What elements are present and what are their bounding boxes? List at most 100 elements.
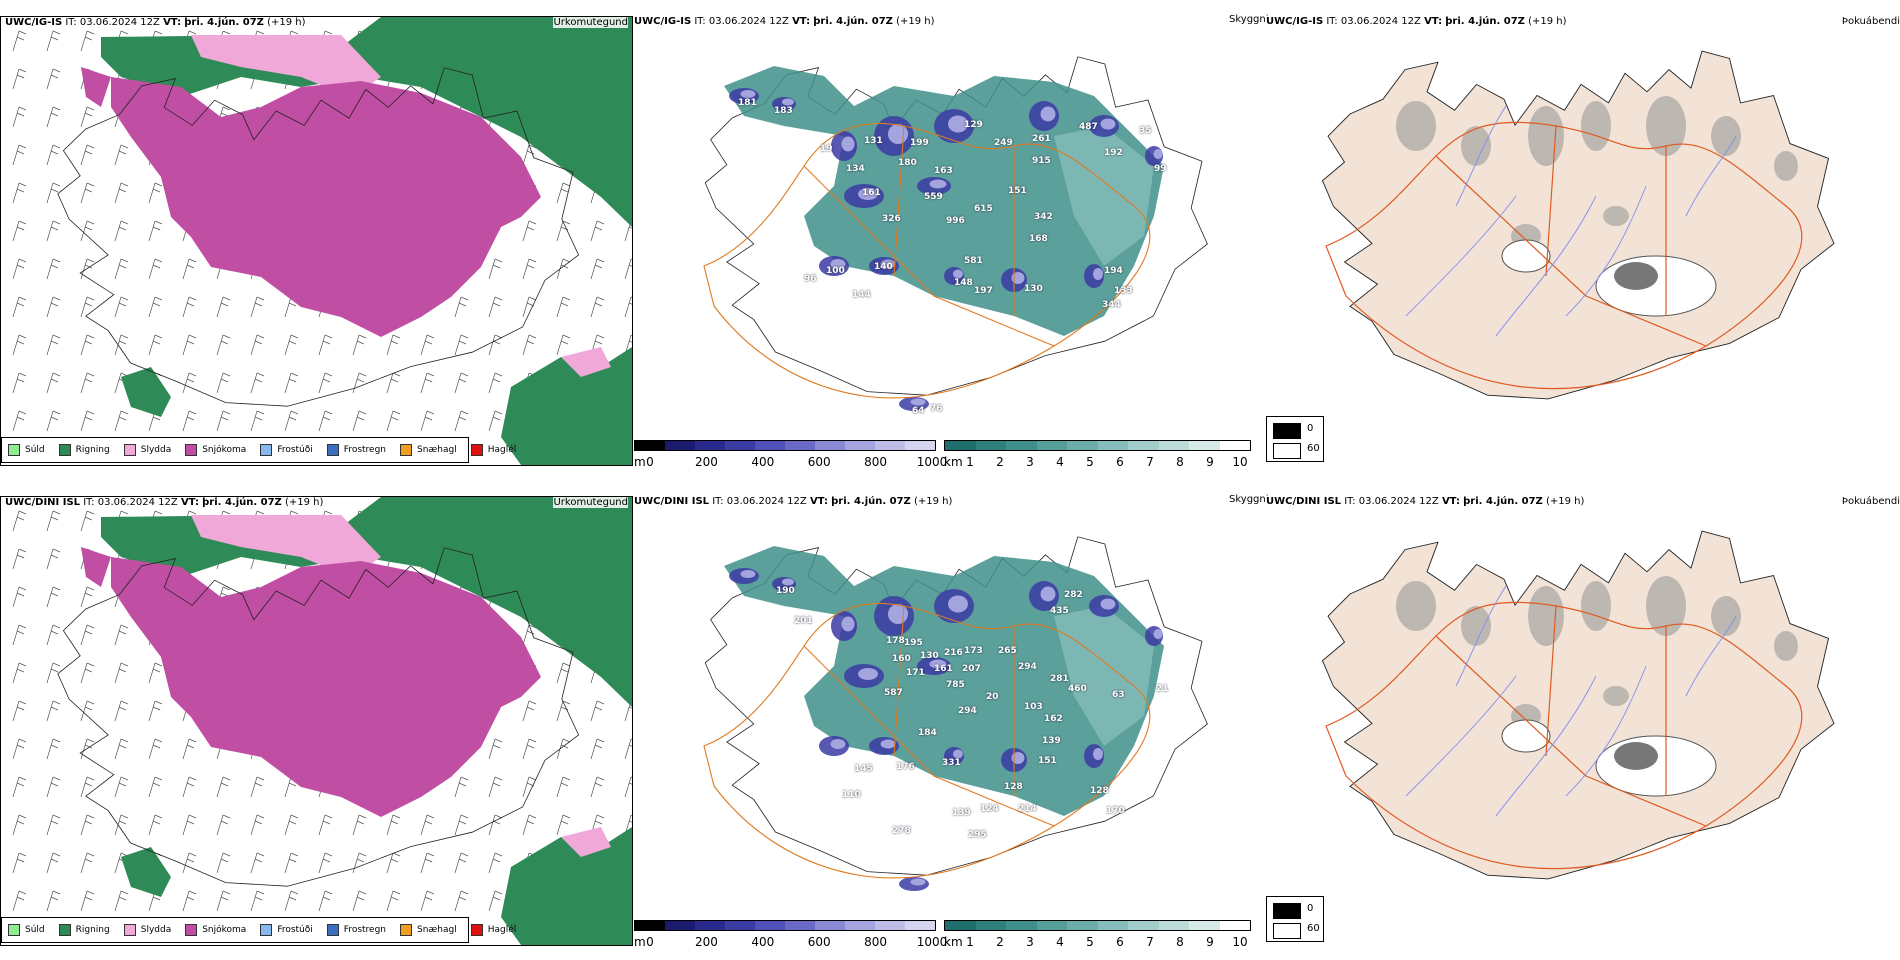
valid-time: þri. 4.jún. 07Z xyxy=(813,16,893,27)
ceiling-value-label: 249 xyxy=(994,138,1013,148)
legend-swatch xyxy=(1273,903,1301,919)
colorbar-step xyxy=(1097,441,1128,450)
colorbar-step xyxy=(635,441,665,450)
wind-barb xyxy=(216,334,231,356)
wind-barb xyxy=(250,296,265,318)
fog-area xyxy=(1603,206,1629,226)
wind-barb xyxy=(454,814,469,836)
ceiling-value-label: 915 xyxy=(1032,156,1051,166)
legend-swatch xyxy=(8,444,20,456)
wind-barb xyxy=(114,738,129,760)
wind-barb xyxy=(420,334,435,356)
wind-barb xyxy=(148,220,163,242)
wind-barb xyxy=(80,258,95,280)
wind-barb xyxy=(114,776,129,798)
wind-barb xyxy=(420,372,435,394)
wind-barb xyxy=(12,296,27,318)
ceiling-value-label: 587 xyxy=(884,688,903,698)
colorbar-step xyxy=(975,921,1006,930)
ceiling-value-label: 161 xyxy=(934,664,953,674)
fog-area xyxy=(1595,255,1717,317)
wind-barb xyxy=(420,890,435,912)
wind-barb xyxy=(114,296,129,318)
valid-time: þri. 4.jún. 07Z xyxy=(1445,16,1525,27)
legend-swatch xyxy=(185,924,198,936)
wind-barb xyxy=(182,410,197,432)
colorbar-step xyxy=(845,441,875,450)
ceiling-colorbar: m 0 200 400 600 800 1000 xyxy=(634,440,947,476)
fog-area xyxy=(1711,596,1741,636)
fog-area xyxy=(1461,126,1491,166)
wind-barb xyxy=(386,814,401,836)
low-ceiling-core xyxy=(929,659,947,669)
ceiling-value-label: 581 xyxy=(964,256,983,266)
legend-swatch xyxy=(58,444,71,456)
fog-area xyxy=(1528,106,1564,166)
map-header: UWC/IG-IS IT: 03.06.2024 12Z VT: þri. 4.… xyxy=(3,17,308,28)
wind-barb xyxy=(46,852,61,874)
legend-swatch xyxy=(400,924,413,936)
wind-barb xyxy=(352,334,367,356)
wind-barb xyxy=(12,586,27,608)
river-network xyxy=(1405,105,1737,337)
colorbar-tick: 200 xyxy=(694,935,718,949)
sleet-area xyxy=(191,515,381,577)
ceiling-value-label: 487 xyxy=(1079,122,1098,132)
ceiling-value-label: 161 xyxy=(862,188,881,198)
valid-time: þri. 4.jún. 07Z xyxy=(831,496,911,507)
wind-barb xyxy=(148,296,163,318)
ceiling-value-label: 139 xyxy=(1042,736,1061,746)
low-ceiling-core xyxy=(953,749,963,759)
colorbar-tick: 1 xyxy=(966,455,974,469)
ceiling-visibility-panel: 190 201 282 435 178 195 130 216 173 265 294 160 161 2… xyxy=(634,496,1264,960)
wind-barb xyxy=(488,372,503,394)
ceiling-visibility-map xyxy=(634,496,1264,936)
wind-barb xyxy=(12,410,27,432)
ceiling-visibility-panel: 181 183 19 131 199 129 249 261 487 192 35 99 134 180 1… xyxy=(634,16,1264,480)
ceiling-value-label: 294 xyxy=(1018,662,1037,672)
wind-barb xyxy=(148,182,163,204)
panel-title: Þokuábendi xyxy=(1841,496,1900,507)
ceiling-value-label: 151 xyxy=(1038,756,1057,766)
colorbar-tick: 0 xyxy=(646,935,654,949)
ceiling-value-label: 342 xyxy=(1034,212,1053,222)
ceiling-value-label: 207 xyxy=(962,664,981,674)
fog-area xyxy=(1646,96,1686,156)
wind-barb xyxy=(250,334,265,356)
wind-barb xyxy=(46,372,61,394)
colorbar-step xyxy=(1219,441,1250,450)
low-ceiling-core xyxy=(929,179,947,189)
low-ceiling-core xyxy=(858,188,878,200)
legend-swatch xyxy=(470,444,483,456)
legend-swatch xyxy=(8,924,20,936)
low-ceiling-core xyxy=(1040,586,1056,602)
low-ceiling-core xyxy=(782,578,794,586)
ceiling-value-label: 265 xyxy=(998,646,1017,656)
legend-item: Súld xyxy=(8,444,45,456)
low-ceiling-core xyxy=(910,878,926,886)
wind-barb xyxy=(216,296,231,318)
wind-barb xyxy=(386,334,401,356)
precip-type-panel: UWC/DINI ISL IT: 03.06.2024 12Z VT: þri.… xyxy=(0,496,633,946)
vt-label: VT: xyxy=(180,497,199,508)
wind-barb xyxy=(624,776,632,798)
fog-area xyxy=(1581,581,1611,631)
wind-barb xyxy=(182,776,197,798)
wind-barb xyxy=(182,334,197,356)
ceiling-value-label: 261 xyxy=(1032,134,1051,144)
colorbar-tick: 600 xyxy=(807,455,831,469)
colorbar-step xyxy=(1158,441,1189,450)
legend-item: Snæhagl xyxy=(400,924,457,936)
wind-barb xyxy=(114,182,129,204)
colorbar-tick: 8 xyxy=(1176,935,1184,949)
wind-barb xyxy=(182,258,197,280)
wind-barb xyxy=(352,372,367,394)
legend-swatch xyxy=(1273,923,1301,939)
wind-barb xyxy=(12,334,27,356)
colorbar-tick: 9 xyxy=(1206,935,1214,949)
low-ceiling-core xyxy=(830,259,846,269)
low-ceiling-core xyxy=(841,616,855,632)
init-time: 03.06.2024 12Z xyxy=(97,497,178,508)
colorbar-step xyxy=(635,921,665,930)
vt-label: VT: xyxy=(163,17,182,28)
